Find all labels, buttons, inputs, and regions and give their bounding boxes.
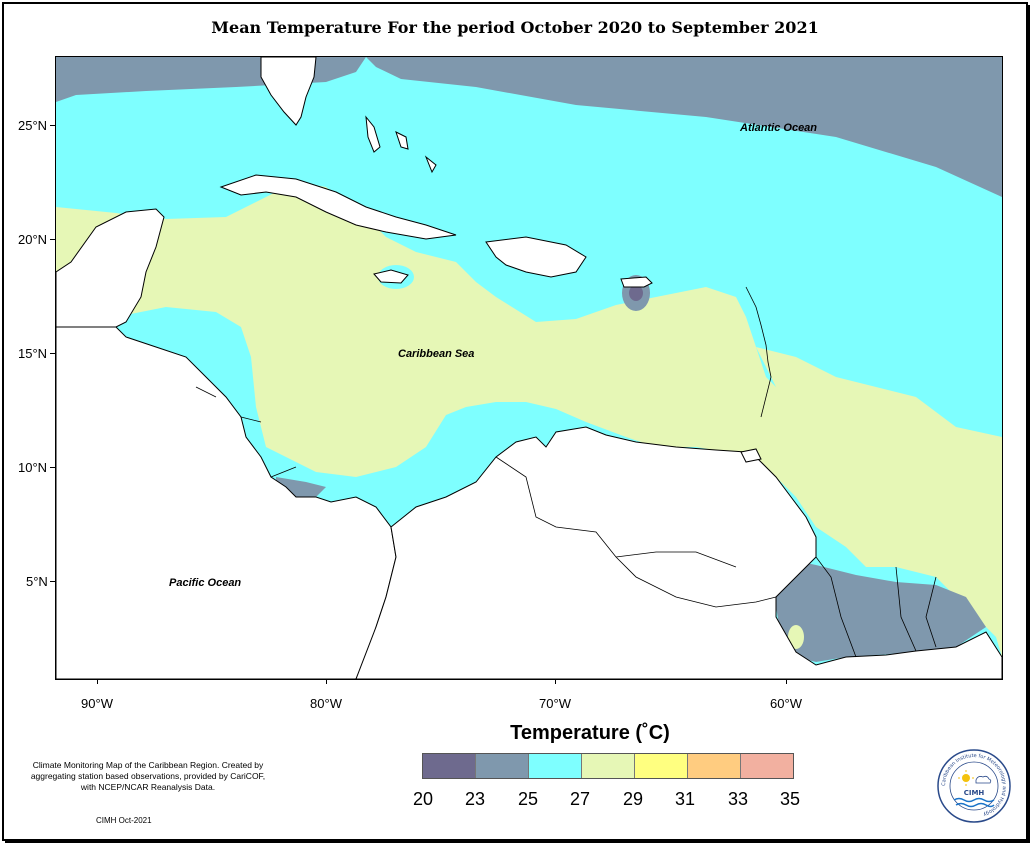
band-27-29-caribbean — [56, 182, 1002, 657]
legend-swatch-25-27 — [529, 754, 582, 778]
cimh-logo-icon: Caribbean Institute for Meteorology and … — [936, 748, 1012, 824]
y-tickmark — [50, 581, 55, 582]
legend-swatch-27-29 — [582, 754, 635, 778]
legend-label-31: 31 — [674, 789, 696, 809]
x-tickmark — [326, 679, 327, 684]
y-tick-10n: 10°N — [18, 460, 48, 475]
y-tick-5n: 5°N — [26, 574, 48, 589]
x-tick-90w: 90°W — [81, 696, 113, 711]
y-tick-20n: 20°N — [18, 232, 48, 247]
land-hispaniola — [485, 236, 587, 278]
label-atlantic-ocean: Atlantic Ocean — [740, 122, 818, 134]
legend-label-23: 23 — [464, 789, 486, 809]
map-description: Climate Monitoring Map of the Caribbean … — [30, 760, 266, 792]
map-title: Mean Temperature For the period October … — [211, 18, 819, 37]
map-credit: CIMH Oct-2021 — [96, 816, 152, 825]
land-trinidad — [740, 448, 762, 463]
y-tick-15n: 15°N — [18, 346, 48, 361]
legend-label-33: 33 — [727, 789, 749, 809]
x-tickmark — [97, 679, 98, 684]
x-tickmark — [786, 679, 787, 684]
land-bahamas-2 — [395, 131, 409, 150]
land-south-america — [355, 426, 1002, 679]
band-25-27-lesser-antilles — [788, 625, 804, 649]
land-bahamas-1 — [365, 115, 381, 153]
legend-label-27: 27 — [569, 789, 591, 809]
y-tickmark — [50, 125, 55, 126]
border-lines — [195, 386, 937, 658]
legend-label-35: 35 — [779, 789, 801, 809]
temperature-map: Atlantic Ocean Caribbean Sea Pacific Oce… — [55, 56, 1003, 680]
legend-swatch-31-33 — [688, 754, 741, 778]
legend-swatch-33-35 — [741, 754, 793, 778]
legend-title: Temperature (˚C) — [510, 722, 670, 744]
label-caribbean-sea: Caribbean Sea — [398, 348, 475, 360]
logo-text: CIMH — [964, 789, 985, 797]
legend-label-20: 20 — [412, 789, 434, 809]
band-23-25-north — [56, 57, 1002, 197]
land-puerto-rico — [620, 276, 653, 288]
land-bahamas-3 — [424, 155, 437, 174]
legend-swatch-20-23 — [423, 754, 476, 778]
y-tickmark — [50, 239, 55, 240]
legend-label-29: 29 — [622, 789, 644, 809]
x-tick-80w: 80°W — [310, 696, 342, 711]
legend-label-25: 25 — [517, 789, 539, 809]
land-florida — [260, 57, 317, 126]
band-27-29-atlantic — [756, 347, 1002, 487]
x-tickmark — [555, 679, 556, 684]
y-tickmark — [50, 467, 55, 468]
legend-swatch-23-25 — [476, 754, 529, 778]
legend-colorbar — [422, 753, 794, 779]
land-jamaica — [373, 269, 409, 284]
land-cuba — [219, 174, 457, 240]
band-20-23-puerto-rico-core — [629, 285, 643, 301]
lesser-antilles — [745, 286, 772, 418]
x-tick-60w: 60°W — [770, 696, 802, 711]
y-tickmark — [50, 353, 55, 354]
y-tick-25n: 25°N — [18, 118, 48, 133]
band-23-25-guianas — [776, 557, 986, 662]
legend-swatch-29-31 — [635, 754, 688, 778]
x-tick-70w: 70°W — [539, 696, 571, 711]
label-pacific-ocean: Pacific Ocean — [169, 577, 242, 589]
